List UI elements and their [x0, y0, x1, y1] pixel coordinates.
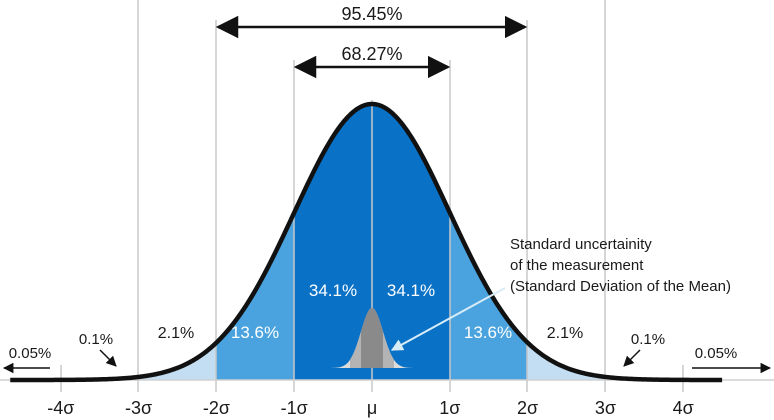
- axis-label-3-sigma: 3σ: [595, 398, 616, 418]
- annotation-line-3: (Standard Deviation of the Mean): [510, 278, 731, 295]
- axis-label-minus-1-sigma: -1σ: [281, 398, 308, 418]
- band-label-left-mid: 13.6%: [231, 323, 279, 342]
- annotation-arrow: [390, 287, 506, 351]
- band-label-right-core: 34.1%: [387, 281, 435, 300]
- axis-label-1-sigma: 1σ: [439, 398, 460, 418]
- axis-label-minus-2-sigma: -2σ: [203, 398, 230, 418]
- two-sigma-range-label: 95.45%: [341, 4, 402, 24]
- axis-label-minus-4-sigma: -4σ: [47, 398, 74, 418]
- sigma-axis-labels: -4σ -3σ -2σ -1σ μ 1σ 2σ 3σ 4σ: [47, 398, 694, 418]
- band-label-left-core: 34.1%: [309, 281, 357, 300]
- tail-arrow-left: [99, 349, 117, 367]
- tail-arrow-right: [623, 349, 641, 367]
- band-label-right-mid: 13.6%: [464, 323, 512, 342]
- axis-label-4-sigma: 4σ: [673, 398, 694, 418]
- axis-label-minus-3-sigma: -3σ: [125, 398, 152, 418]
- inset-core-fill: [361, 308, 383, 368]
- tail-label-left: 0.1%: [79, 331, 113, 348]
- extreme-label-right: 0.05%: [695, 345, 738, 362]
- band-label-right-outer: 2.1%: [547, 325, 583, 342]
- normal-curve: [9, 101, 723, 383]
- one-sigma-range-label: 68.27%: [341, 44, 402, 64]
- tail-label-right: 0.1%: [631, 331, 665, 348]
- axis-label-2-sigma: 2σ: [517, 398, 538, 418]
- axis-label-mean: μ: [367, 398, 377, 418]
- band-label-left-outer: 2.1%: [158, 325, 194, 342]
- inset-mean-distribution: [322, 308, 422, 368]
- annotation-line-1: Standard uncertainity: [510, 236, 652, 253]
- annotation-line-2: of the measurement: [510, 257, 644, 274]
- extreme-label-left: 0.05%: [9, 345, 52, 362]
